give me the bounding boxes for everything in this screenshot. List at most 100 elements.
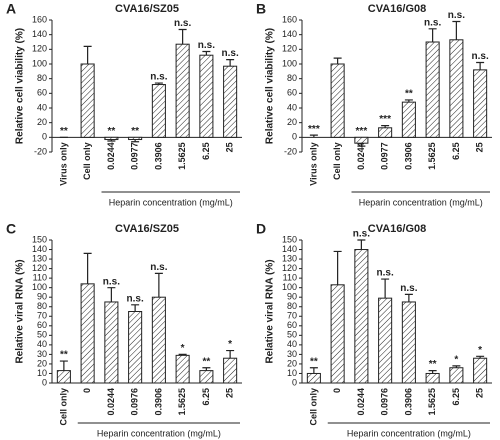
error-bar [452, 365, 461, 368]
error-bar [452, 20, 461, 40]
x-tick-label: 0.3906 [403, 142, 413, 170]
bar [104, 301, 119, 384]
significance-label: ** [60, 350, 68, 361]
bar [425, 41, 440, 138]
significance-label: *** [356, 126, 368, 137]
bar [449, 39, 464, 138]
error-bar [154, 82, 163, 85]
chart-title: CVA16/G08 [368, 223, 427, 235]
y-tick-label: 140 [32, 29, 47, 39]
significance-label: ** [60, 126, 68, 137]
bar [378, 127, 393, 138]
bar [354, 249, 369, 384]
x-tick-label: 0.3906 [153, 388, 163, 416]
significance-label: n.s. [150, 262, 167, 273]
bar [401, 301, 416, 384]
significance-label: ** [405, 89, 413, 100]
x-tick-label: Cell only [58, 388, 68, 426]
panel-label: D [256, 221, 266, 237]
y-axis-label: Relative cell viability (%) [15, 28, 26, 144]
bar [330, 63, 345, 138]
y-tick-label: 90 [287, 292, 297, 302]
error-bar [107, 287, 116, 302]
significance-label: n.s. [424, 17, 441, 28]
error-bar [476, 355, 485, 359]
y-tick-label: 20 [287, 117, 297, 127]
y-tick-label: 0 [292, 377, 297, 387]
error-bar [381, 278, 390, 299]
y-axis-label: Relative cell viability (%) [265, 28, 276, 144]
error-bar [333, 250, 342, 285]
y-tick-label: 80 [287, 301, 297, 311]
significance-label: n.s. [174, 18, 191, 29]
x-axis-label: Heparin concentration (mg/mL) [359, 197, 483, 207]
significance-label: ** [310, 356, 318, 367]
y-tick-label: -20 [284, 146, 297, 156]
significance-label: n.s. [150, 72, 167, 83]
bar [223, 65, 238, 138]
bar [473, 69, 488, 138]
error-bar [107, 139, 116, 142]
y-tick-label: 30 [37, 349, 47, 359]
y-tick-label: 50 [37, 330, 47, 340]
y-tick-label: 70 [287, 311, 297, 321]
error-bar [428, 28, 437, 42]
x-tick-label: 1.5625 [177, 388, 187, 416]
error-bar [226, 349, 235, 359]
bar [151, 84, 166, 138]
bar [330, 284, 345, 384]
y-tick-label: 40 [287, 339, 297, 349]
error-bar [357, 239, 366, 250]
y-tick-label: 80 [287, 73, 297, 83]
bar [473, 357, 488, 384]
y-tick-label: 90 [37, 292, 47, 302]
y-tick-label: 10 [287, 368, 297, 378]
bar [223, 357, 238, 384]
x-tick-label: Cell only [332, 142, 342, 180]
y-tick-label: 130 [32, 253, 47, 263]
significance-label: ** [429, 359, 437, 370]
chart-title: CVA16/G08 [368, 3, 427, 15]
bar [80, 63, 95, 138]
x-tick-label: 6.25 [451, 388, 461, 406]
x-tick-label: Cell only [82, 142, 92, 180]
significance-label: * [478, 345, 482, 356]
significance-label: * [181, 343, 185, 354]
y-tick-label: 160 [32, 14, 47, 24]
y-axis-label: Relative viral RNA (%) [265, 259, 276, 363]
bar [128, 311, 143, 384]
y-tick-label: 20 [37, 358, 47, 368]
y-tick-label: 120 [32, 263, 47, 273]
y-tick-label: 120 [32, 44, 47, 54]
error-bar [404, 293, 413, 302]
x-tick-label: 6.25 [451, 142, 461, 160]
y-tick-label: 140 [282, 244, 297, 254]
bar [151, 296, 166, 384]
x-tick-label: 25 [475, 142, 485, 152]
y-tick-label: 0 [42, 132, 47, 142]
y-tick-label: 60 [287, 320, 297, 330]
significance-label: n.s. [377, 268, 394, 279]
x-tick-label: Cell only [308, 388, 318, 426]
y-axis-label: Relative viral RNA (%) [15, 259, 26, 363]
error-bar [131, 139, 140, 143]
y-tick-label: 160 [282, 14, 297, 24]
significance-label: ** [107, 126, 115, 137]
x-tick-label: 25 [225, 388, 235, 398]
chart-panel: B CVA16/G08 Relative cell viability (%) -20… [256, 1, 492, 207]
significance-label: * [454, 354, 458, 365]
y-tick-label: 20 [37, 117, 47, 127]
panel-label: C [6, 221, 16, 237]
y-tick-label: 30 [287, 349, 297, 359]
panel-label: A [6, 1, 16, 17]
y-tick-label: 60 [37, 320, 47, 330]
x-tick-label: 0.3906 [403, 388, 413, 416]
y-tick-label: 100 [32, 58, 47, 68]
y-tick-label: 100 [282, 58, 297, 68]
y-tick-label: 120 [282, 44, 297, 54]
y-tick-label: 110 [283, 273, 297, 283]
significance-label: n.s. [222, 48, 239, 59]
y-tick-label: 80 [37, 73, 47, 83]
x-tick-label: 0.0977 [380, 142, 390, 170]
